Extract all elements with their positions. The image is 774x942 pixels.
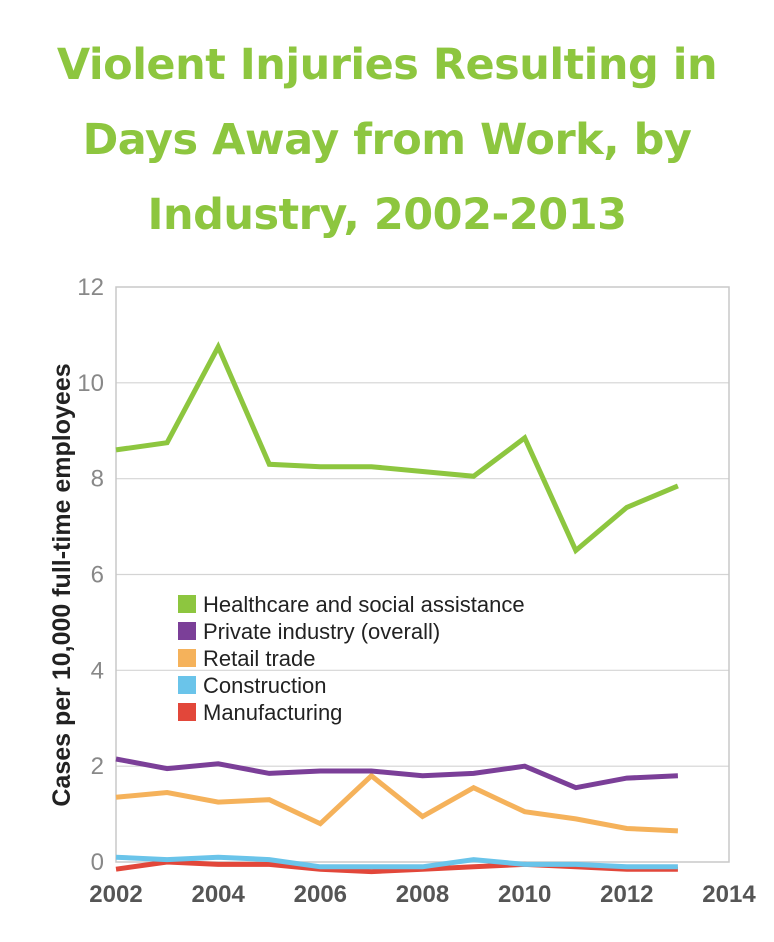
series-lines [115, 341, 679, 875]
y-axis-ticks: 0 2 4 6 8 10 12 [77, 274, 104, 876]
legend-swatch [178, 649, 196, 667]
y-tick-label: 6 [91, 562, 104, 589]
x-tick-label: 2012 [600, 881, 653, 908]
chart-title: Violent Injuries Resulting in Days Away … [0, 28, 774, 253]
y-axis-label: Cases per 10,000 full-time employees [48, 363, 76, 806]
series-line [115, 341, 679, 555]
x-axis-ticks: 2002 2004 2006 2008 2010 2012 2014 [89, 881, 756, 908]
legend-label: Retail trade [203, 646, 316, 671]
x-tick-label: 2014 [702, 881, 756, 908]
y-tick-label: 2 [91, 753, 104, 780]
series-line [115, 756, 679, 791]
plot-frame [115, 286, 730, 863]
x-tick-label: 2006 [294, 881, 347, 908]
y-tick-label: 8 [91, 466, 104, 493]
legend-swatch [178, 703, 196, 721]
x-tick-label: 2004 [191, 881, 245, 908]
y-tick-label: 4 [91, 657, 104, 684]
y-tick-label: 0 [91, 849, 104, 876]
x-tick-label: 2008 [396, 881, 449, 908]
title-line-1: Violent Injuries Resulting in [56, 40, 718, 90]
y-tick-label: 12 [77, 274, 104, 301]
series-line [115, 854, 678, 870]
legend: Healthcare and social assistancePrivate … [178, 592, 525, 725]
x-tick-label: 2002 [89, 881, 142, 908]
legend-swatch [178, 622, 196, 640]
gridlines [116, 382, 729, 767]
y-tick-label: 10 [77, 370, 104, 397]
legend-label: Construction [203, 673, 327, 698]
legend-swatch [178, 676, 196, 694]
legend-label: Manufacturing [203, 700, 342, 725]
x-tick-label: 2010 [498, 881, 551, 908]
legend-swatch [178, 595, 196, 613]
title-line-3: Industry, 2002-2013 [147, 190, 627, 240]
title-line-2: Days Away from Work, by [82, 115, 692, 165]
series-line [115, 772, 679, 834]
legend-label: Healthcare and social assistance [203, 592, 525, 617]
legend-label: Private industry (overall) [203, 619, 440, 644]
